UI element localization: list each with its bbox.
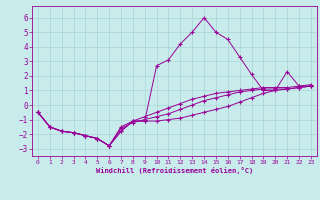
X-axis label: Windchill (Refroidissement éolien,°C): Windchill (Refroidissement éolien,°C) xyxy=(96,167,253,174)
